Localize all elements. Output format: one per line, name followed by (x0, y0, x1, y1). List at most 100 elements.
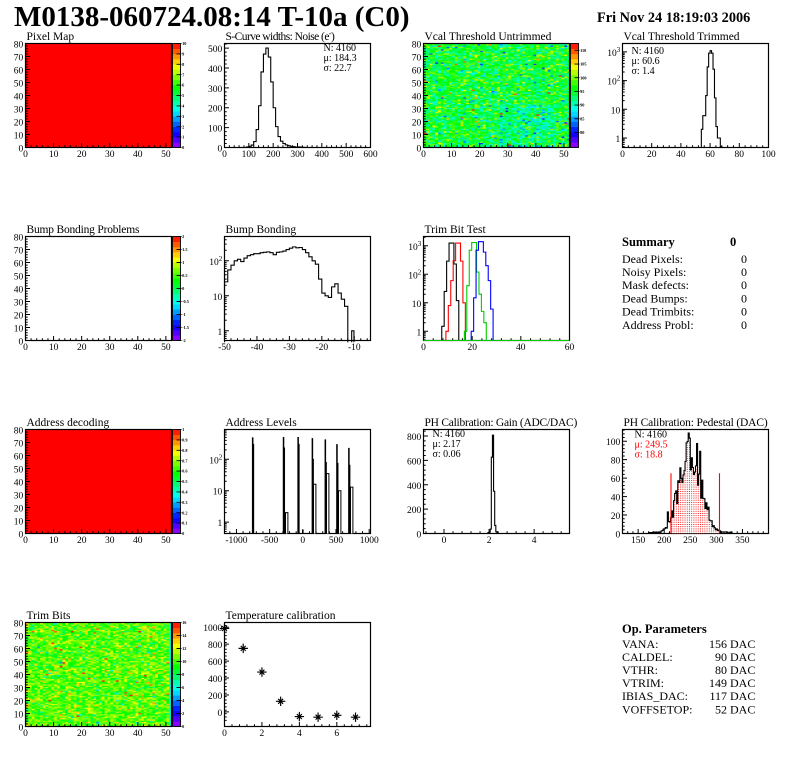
svg-text:PH Calibration: Pedestal (DAC): PH Calibration: Pedestal (DAC) (624, 417, 768, 429)
svg-text:30: 30 (105, 343, 115, 353)
svg-text:30: 30 (105, 729, 115, 739)
svg-text:Dead Pixels:: Dead Pixels: (622, 252, 683, 266)
svg-text:50: 50 (14, 80, 24, 90)
svg-text:0: 0 (741, 318, 747, 332)
svg-text:60: 60 (565, 343, 575, 353)
svg-text:30: 30 (105, 150, 115, 160)
svg-text:20: 20 (14, 505, 24, 515)
svg-text:60: 60 (14, 67, 24, 77)
svg-text:Trim Bit Test: Trim Bit Test (425, 224, 487, 236)
svg-text:400: 400 (208, 675, 223, 685)
svg-text:-30: -30 (283, 343, 296, 353)
svg-text:VANA:: VANA: (622, 637, 658, 651)
svg-text:1: 1 (616, 135, 621, 145)
svg-text:Noisy Pixels:: Noisy Pixels: (622, 265, 686, 279)
svg-text:9: 9 (182, 52, 184, 57)
svg-text:0: 0 (616, 531, 621, 541)
svg-text:500: 500 (208, 45, 223, 55)
svg-text:40: 40 (412, 93, 422, 103)
svg-text:149: 149 (709, 676, 727, 690)
svg-text:CALDEL:: CALDEL: (622, 650, 673, 664)
svg-text:80: 80 (14, 41, 24, 51)
svg-text:6: 6 (334, 729, 339, 739)
svg-text:0.5: 0.5 (182, 479, 187, 484)
svg-text:DAC: DAC (730, 702, 755, 716)
svg-text:16: 16 (182, 620, 187, 625)
svg-text:10: 10 (14, 132, 24, 142)
svg-text:0: 0 (741, 278, 747, 292)
svg-text:Vcal Threshold Trimmed: Vcal Threshold Trimmed (624, 31, 740, 43)
svg-text:5: 5 (182, 93, 184, 98)
svg-text:1: 1 (417, 328, 422, 338)
svg-text:0: 0 (218, 145, 223, 155)
svg-text:50: 50 (161, 150, 171, 160)
svg-text:1: 1 (182, 135, 184, 140)
svg-text:102: 102 (408, 268, 422, 281)
svg-text:-10: -10 (348, 343, 361, 353)
svg-text:102: 102 (607, 75, 621, 88)
svg-text:50: 50 (14, 659, 24, 669)
svg-text:0: 0 (23, 150, 28, 160)
svg-text:σ: 1.4: σ: 1.4 (632, 66, 655, 77)
svg-text:40: 40 (14, 286, 24, 296)
svg-text:100: 100 (761, 150, 776, 160)
svg-text:8: 8 (182, 672, 184, 677)
svg-text:300: 300 (208, 85, 223, 95)
svg-text:Vcal Threshold Untrimmed: Vcal Threshold Untrimmed (425, 31, 552, 43)
svg-text:Fri Nov 24 18:19:03 2006: Fri Nov 24 18:19:03 2006 (597, 10, 750, 26)
svg-text:0: 0 (222, 729, 227, 739)
svg-text:6: 6 (182, 685, 185, 690)
svg-text:20: 20 (467, 343, 477, 353)
svg-text:0: 0 (300, 536, 305, 546)
svg-text:50: 50 (559, 150, 569, 160)
svg-text:3: 3 (182, 114, 184, 119)
svg-text:80: 80 (580, 130, 584, 135)
svg-text:σ: 0.06: σ: 0.06 (433, 449, 461, 460)
svg-text:30: 30 (503, 150, 513, 160)
svg-text:0: 0 (19, 531, 24, 541)
svg-text:40: 40 (14, 672, 24, 682)
svg-text:400: 400 (208, 65, 223, 75)
svg-text:10: 10 (49, 536, 59, 546)
svg-text:80: 80 (14, 234, 24, 244)
svg-text:10: 10 (213, 293, 223, 303)
svg-text:70: 70 (14, 440, 24, 450)
svg-text:70: 70 (14, 633, 24, 643)
svg-text:1000: 1000 (360, 536, 379, 546)
svg-text:8: 8 (182, 62, 184, 67)
svg-text:156: 156 (709, 637, 727, 651)
svg-text:0: 0 (182, 145, 184, 150)
svg-text:Temperature calibration: Temperature calibration (226, 610, 336, 622)
svg-text:100: 100 (208, 125, 223, 135)
svg-text:4: 4 (532, 536, 537, 546)
svg-text:0: 0 (741, 252, 747, 266)
svg-text:N: 4160: N: 4160 (324, 43, 357, 54)
svg-text:0: 0 (417, 145, 422, 155)
svg-text:0: 0 (730, 235, 736, 249)
svg-text:10: 10 (412, 300, 422, 310)
svg-text:300: 300 (290, 150, 305, 160)
svg-text:40: 40 (133, 150, 143, 160)
svg-text:20: 20 (475, 150, 485, 160)
svg-text:40: 40 (133, 343, 143, 353)
svg-text:DAC: DAC (730, 637, 755, 651)
svg-text:Mask defects:: Mask defects: (622, 278, 689, 292)
svg-text:Dead Bumps:: Dead Bumps: (622, 291, 688, 305)
svg-text:-0.5: -0.5 (182, 299, 189, 304)
svg-text:60: 60 (14, 260, 24, 270)
svg-text:1000: 1000 (203, 624, 222, 634)
svg-text:30: 30 (412, 106, 422, 116)
svg-text:0: 0 (417, 531, 422, 541)
svg-text:105: 105 (580, 62, 586, 67)
svg-text:VOFFSETOP:: VOFFSETOP: (622, 702, 692, 716)
svg-text:20: 20 (14, 119, 24, 129)
svg-text:40: 40 (14, 93, 24, 103)
svg-text:10: 10 (182, 659, 186, 664)
svg-text:40: 40 (531, 150, 541, 160)
svg-text:6: 6 (182, 83, 185, 88)
svg-text:10: 10 (412, 132, 422, 142)
svg-text:N: 4160: N: 4160 (632, 46, 665, 57)
svg-text:0.4: 0.4 (182, 490, 188, 495)
svg-text:Address Probl:: Address Probl: (622, 318, 694, 332)
svg-text:N: 4160: N: 4160 (635, 430, 668, 441)
